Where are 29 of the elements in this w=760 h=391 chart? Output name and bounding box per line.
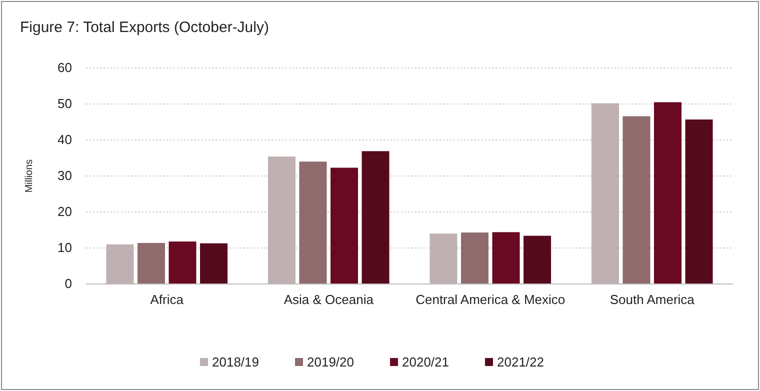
y-tick-label: 50: [58, 96, 72, 112]
bar: [460, 232, 488, 284]
legend-label: 2019/20: [307, 354, 354, 370]
y-tick-label: 0: [64, 276, 72, 292]
bar: [330, 168, 358, 284]
bar: [168, 242, 196, 284]
bar: [200, 243, 228, 284]
y-tick-label: 30: [58, 168, 72, 184]
x-tick-label: Asia & Oceania: [284, 292, 374, 308]
x-tick-label: Central America & Mexico: [416, 292, 566, 308]
bar: [299, 162, 327, 284]
y-axis-title: Millions: [24, 159, 35, 193]
bar: [524, 236, 552, 284]
bar: [137, 242, 165, 284]
bar: [685, 119, 713, 284]
x-tick-label: Africa: [150, 292, 184, 308]
bar: [622, 116, 650, 284]
y-tick-label: 60: [58, 60, 72, 76]
y-tick-label: 20: [58, 204, 72, 220]
y-tick-label: 10: [58, 240, 72, 256]
legend-label: 2020/21: [402, 354, 449, 370]
legend-label: 2021/22: [497, 354, 544, 370]
bar: [654, 102, 682, 284]
x-tick-label: South America: [610, 292, 696, 308]
y-tick-label: 40: [58, 132, 72, 148]
bar: [492, 232, 520, 284]
legend-label: 2018/19: [212, 354, 259, 370]
bar: [362, 151, 390, 284]
chart-title: Figure 7: Total Exports (October-July): [20, 19, 269, 36]
